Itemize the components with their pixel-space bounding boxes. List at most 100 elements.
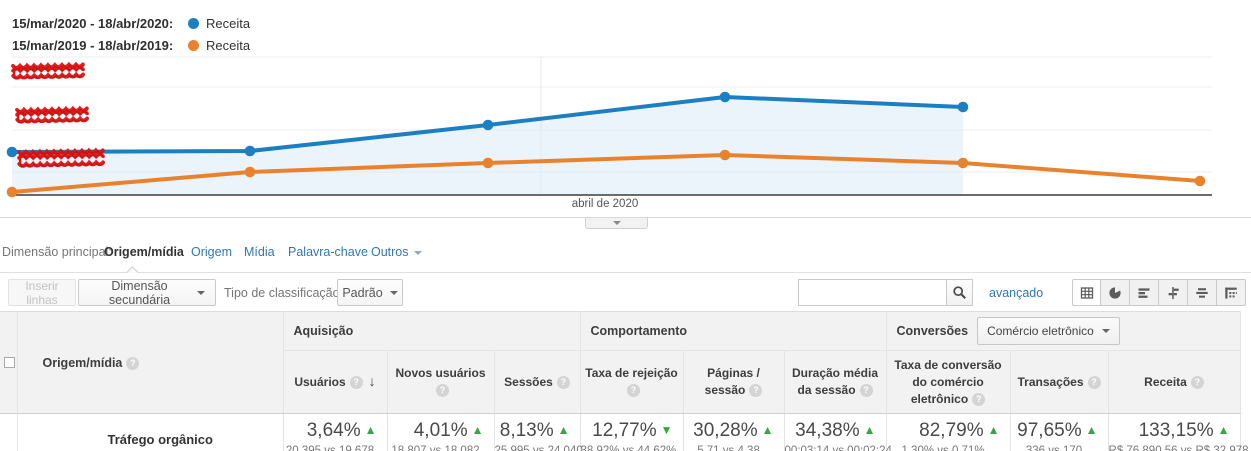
redacted-value-scribble	[11, 61, 85, 80]
help-icon[interactable]: ?	[349, 376, 363, 389]
arrow-up-icon: ▲	[557, 423, 570, 437]
data-point[interactable]	[957, 157, 969, 169]
secondary-dimension-button[interactable]: Dimensão secundária	[78, 278, 216, 307]
column-header-p-ginas-sess-o[interactable]: Páginas / sessão?	[683, 350, 785, 414]
help-icon[interactable]: ?	[436, 384, 449, 397]
legend-series-dot	[188, 17, 199, 29]
group-header-1: Comportamento	[580, 311, 887, 351]
column-header-label: Taxa de conversão do comércio eletrônico	[894, 357, 1002, 406]
insert-rows-button[interactable]: Inserir linhas	[8, 279, 76, 307]
help-icon[interactable]: ?	[859, 384, 873, 397]
advanced-search-link[interactable]: avançado	[989, 286, 1044, 300]
help-icon[interactable]: ?	[1190, 375, 1204, 389]
column-header-dura-o-m-dia-da-sess-o[interactable]: Duração média da sessão?	[784, 350, 887, 414]
dimension-link-palavra-chave[interactable]: Palavra-chave	[288, 245, 368, 259]
primary-dimension-bar: Dimensão principal: Origem/mídia Origem …	[0, 230, 1251, 279]
comparison-values: 1,30% vs 0,71%	[901, 445, 985, 451]
data-point[interactable]	[6, 186, 18, 198]
arrow-up-icon: ▲	[1085, 423, 1098, 437]
metric-cell: 3,64% ▲ 20.395 vs 19.678	[283, 413, 388, 451]
table-row: Tráfego orgânico 3,64% ▲ 20.395 vs 19.678…	[0, 413, 1251, 451]
help-icon[interactable]: ?	[749, 384, 763, 397]
metric-cell: 82,79% ▲ 1,30% vs 0,71%	[886, 413, 1011, 451]
pivot-view-button[interactable]	[1217, 279, 1246, 306]
data-table-view-button[interactable]	[1072, 279, 1101, 306]
data-point[interactable]	[244, 145, 256, 157]
column-header-label: Transações	[1017, 374, 1084, 389]
help-icon[interactable]: ?	[556, 375, 570, 389]
column-header-label: Sessões	[504, 374, 553, 389]
comparison-view-button[interactable]	[1159, 279, 1188, 306]
select-all-checkbox[interactable]	[4, 357, 15, 368]
segment-name: Tráfego orgânico	[107, 432, 213, 447]
group-label: Comportamento	[590, 324, 688, 338]
metric-cell: 133,15% ▲ R$ 76.890,56 vs R$ 32.978,10	[1108, 413, 1251, 451]
row-dimension-cell: Tráfego orgânico	[17, 413, 284, 451]
pivot-view-icon	[1223, 285, 1239, 301]
table-toolbar: Inserir linhas Dimensão secundária Tipo …	[0, 273, 1251, 311]
dimension-column-label: Origem/mídia	[42, 355, 123, 370]
column-header-sess-es[interactable]: Sessões?	[494, 350, 581, 414]
column-header-transa-es[interactable]: Transações?	[1010, 350, 1109, 414]
comparison-values: 00:03:14 vs 00:02:24	[784, 445, 892, 451]
sort-type-value: Padrão	[342, 285, 383, 300]
performance-view-button[interactable]	[1130, 279, 1159, 306]
chevron-down-icon	[1101, 329, 1110, 333]
secondary-dimension-label: Dimensão secundária	[108, 278, 171, 307]
data-point[interactable]	[482, 157, 494, 169]
column-header-usu-rios[interactable]: Usuários? ↓	[283, 350, 388, 414]
column-header-label: Novos usuários	[395, 366, 486, 380]
arrow-up-icon: ▲	[987, 423, 1000, 437]
data-point[interactable]	[482, 119, 494, 131]
help-icon[interactable]: ?	[1087, 375, 1101, 389]
dimension-link-origem[interactable]: Origem	[191, 245, 232, 259]
column-header-label: Duração média da sessão	[791, 366, 879, 397]
arrow-up-icon: ▲	[863, 423, 876, 437]
table-group-header-row: Origem/mídia? Aquisição Comportamento Co…	[0, 311, 1241, 414]
percent-change: 82,79% ▲	[919, 420, 1000, 441]
metric-cell: 97,65% ▲ 336 vs 170	[1010, 413, 1109, 451]
dimension-link-outros[interactable]: Outros	[371, 245, 422, 259]
column-header-novos-usu-rios[interactable]: Novos usuários?	[387, 350, 495, 414]
legend-series-dot	[188, 39, 199, 51]
ecommerce-goal-select[interactable]: Comércio eletrônico	[977, 317, 1120, 345]
metric-cell: 12,77% ▼ 38,92% vs 44,62%	[580, 413, 684, 451]
comparison-values: 5,71 vs 4,38	[697, 445, 760, 451]
dimension-link-midia[interactable]: Mídia	[244, 245, 275, 259]
data-point[interactable]	[6, 146, 18, 158]
help-icon[interactable]: ?	[627, 384, 641, 397]
legend-metric-label: Receita	[206, 37, 251, 53]
data-point[interactable]	[1194, 175, 1206, 187]
data-point[interactable]	[719, 149, 731, 161]
report-table: Origem/mídia? Aquisição Comportamento Co…	[0, 311, 1251, 451]
percentage-view-icon	[1107, 285, 1123, 301]
table-column-header-row: Usuários? ↓ Novos usuários? Sessões? Taxa…	[0, 350, 1241, 414]
table-search-input[interactable]	[798, 279, 946, 306]
legend-date-range: 15/mar/2020 - 18/abr/2020:	[12, 15, 174, 31]
term-cloud-view-button[interactable]	[1188, 279, 1217, 306]
term-cloud-view-icon	[1194, 285, 1210, 301]
sort-type-select[interactable]: Padrão	[337, 279, 403, 306]
data-point[interactable]	[719, 91, 731, 103]
dimension-origem-midia-selected[interactable]: Origem/mídia	[104, 245, 184, 259]
chart-collapse-button[interactable]	[585, 218, 648, 229]
column-header-taxa-de-rejei-o[interactable]: Taxa de rejeição?	[580, 350, 684, 414]
chart-collapse-strip	[0, 217, 1251, 230]
series-line	[10, 153, 1202, 194]
chart-legend: 15/mar/2020 - 18/abr/2020: Receita 15/ma…	[12, 12, 250, 56]
help-icon[interactable]: ?	[972, 392, 986, 406]
column-header-taxa-de-convers-o-do-com-rcio-eletr-nico[interactable]: Taxa de conversão do comércio eletrônico…	[886, 350, 1011, 414]
percentage-view-button[interactable]	[1101, 279, 1130, 306]
data-point[interactable]	[244, 166, 256, 178]
redacted-value-scribble	[15, 105, 89, 124]
arrow-down-icon: ▼	[660, 423, 673, 437]
column-header-receita[interactable]: Receita?	[1108, 350, 1241, 414]
comparison-values: 18.807 vs 18.082	[391, 445, 480, 451]
data-point[interactable]	[957, 101, 969, 113]
column-header-label: Receita	[1144, 374, 1187, 389]
help-icon[interactable]: ?	[126, 356, 140, 370]
percent-change: 133,15% ▲	[1138, 420, 1230, 441]
legend-row: 15/mar/2019 - 18/abr/2019: Receita	[12, 34, 250, 56]
percent-change: 12,77% ▼	[592, 420, 673, 441]
search-button[interactable]	[946, 279, 973, 306]
